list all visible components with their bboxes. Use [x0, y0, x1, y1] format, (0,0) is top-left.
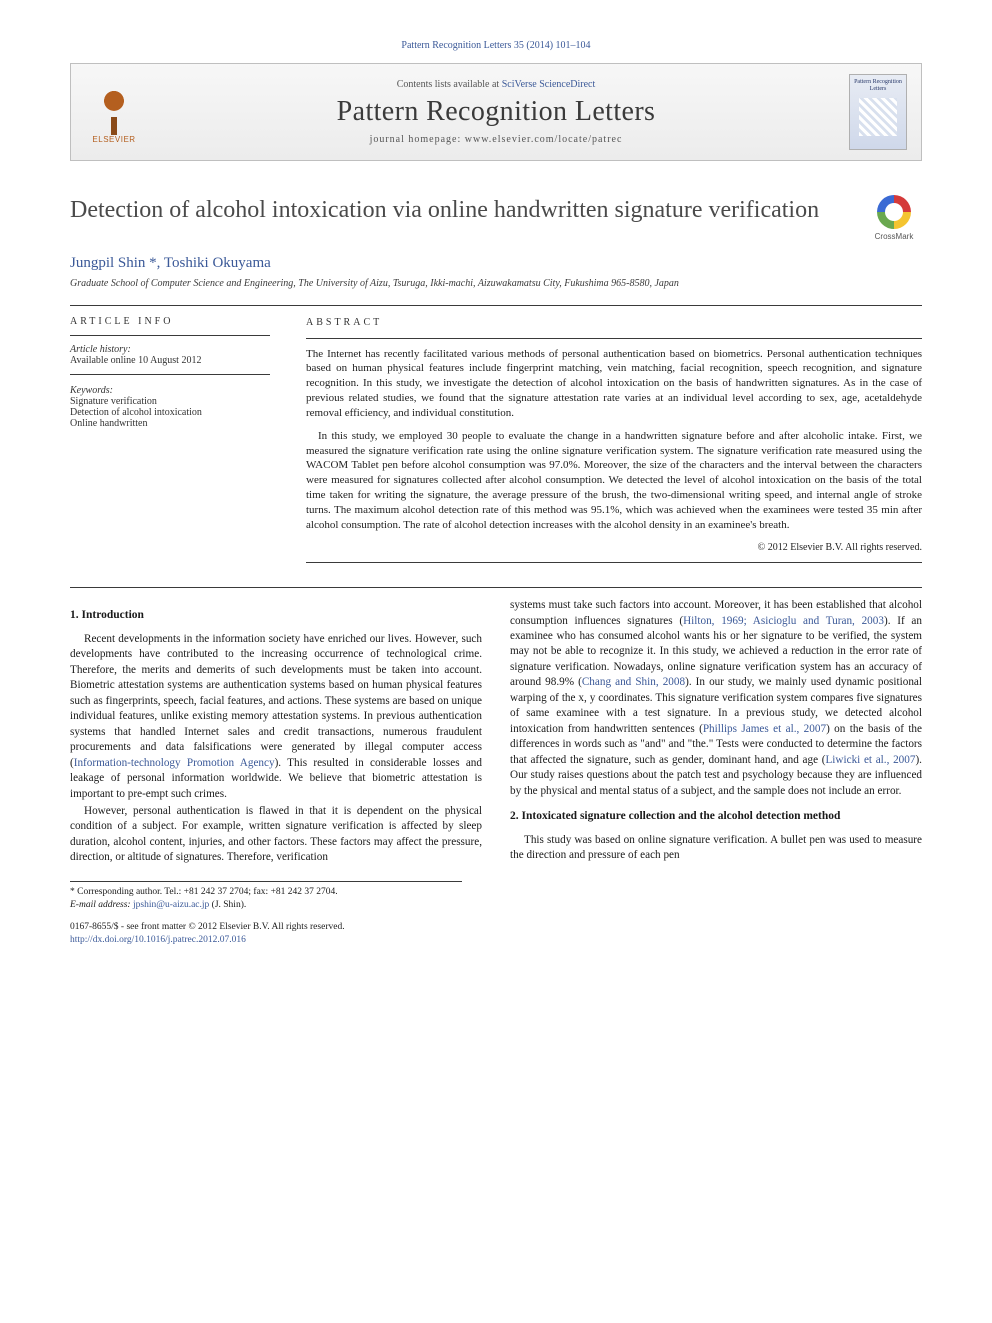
- article-title: Detection of alcohol intoxication via on…: [70, 195, 848, 225]
- keyword-item: Online handwritten: [70, 418, 270, 429]
- body-para: However, personal authentication is flaw…: [70, 804, 482, 866]
- body-columns: 1. Introduction Recent developments in t…: [70, 598, 922, 867]
- crossmark-icon: [877, 195, 911, 229]
- info-abstract-row: ARTICLE INFO Article history: Available …: [70, 316, 922, 563]
- authors: Jungpil Shin *, Toshiki Okuyama: [70, 255, 922, 272]
- masthead-center: Contents lists available at SciVerse Sci…: [157, 79, 835, 145]
- citation-link[interactable]: Pattern Recognition Letters 35 (2014) 10…: [401, 40, 590, 51]
- rule-mid: [70, 587, 922, 588]
- abstract-p1: The Internet has recently facilitated va…: [306, 347, 922, 421]
- abstract-copyright: © 2012 Elsevier B.V. All rights reserved…: [306, 541, 922, 555]
- keywords-label: Keywords:: [70, 385, 270, 396]
- citation-link[interactable]: Liwicki et al., 2007: [825, 754, 915, 766]
- masthead: ELSEVIER Contents lists available at Sci…: [70, 63, 922, 161]
- body-para: Recent developments in the information s…: [70, 632, 482, 802]
- abstract-p2: In this study, we employed 30 people to …: [306, 429, 922, 533]
- email-link[interactable]: jpshin@u-aizu.ac.jp: [133, 900, 209, 910]
- journal-cover-thumb[interactable]: Pattern Recognition Letters: [849, 74, 907, 150]
- abstract-rule-bottom: [306, 562, 922, 563]
- section-2-block: 2. Intoxicated signature collection and …: [510, 809, 922, 864]
- elsevier-text: ELSEVIER: [92, 135, 135, 144]
- corresponding-author: * Corresponding author. Tel.: +81 242 37…: [70, 886, 462, 899]
- front-matter: 0167-8655/$ - see front matter © 2012 El…: [70, 921, 922, 934]
- article-info: ARTICLE INFO Article history: Available …: [70, 316, 270, 563]
- footnote: * Corresponding author. Tel.: +81 242 37…: [70, 881, 462, 912]
- journal-homepage: journal homepage: www.elsevier.com/locat…: [157, 134, 835, 145]
- keyword-item: Signature verification: [70, 396, 270, 407]
- crossmark-badge[interactable]: CrossMark: [866, 195, 922, 241]
- history-value: Available online 10 August 2012: [70, 355, 270, 366]
- email-label: E-mail address:: [70, 900, 133, 910]
- crossmark-label: CrossMark: [875, 232, 914, 241]
- title-block: Detection of alcohol intoxication via on…: [70, 195, 922, 241]
- body-para: systems must take such factors into acco…: [510, 598, 922, 799]
- citation-link[interactable]: Phillips James et al., 2007: [703, 723, 826, 735]
- text-span: Recent developments in the information s…: [70, 633, 482, 769]
- abstract-rule: [306, 338, 922, 339]
- email-line: E-mail address: jpshin@u-aizu.ac.jp (J. …: [70, 899, 462, 912]
- citation-link[interactable]: Chang and Shin, 2008: [582, 676, 685, 688]
- history-label: Article history:: [70, 344, 270, 355]
- doi-link[interactable]: http://dx.doi.org/10.1016/j.patrec.2012.…: [70, 935, 246, 945]
- body-para: This study was based on online signature…: [510, 833, 922, 864]
- citation-link[interactable]: Hilton, 1969; Asicioglu and Turan, 2003: [683, 615, 884, 627]
- citation-link[interactable]: Information-technology Promotion Agency: [74, 757, 275, 769]
- section-2-heading: 2. Intoxicated signature collection and …: [510, 809, 922, 825]
- abstract-heading: ABSTRACT: [306, 316, 922, 330]
- info-rule-2: [70, 374, 270, 375]
- author-link[interactable]: Jungpil Shin *, Toshiki Okuyama: [70, 255, 271, 271]
- contents-pre: Contents lists available at: [397, 79, 502, 90]
- elsevier-tree-icon: [90, 89, 138, 135]
- cover-art-icon: [859, 98, 897, 136]
- section-1-heading: 1. Introduction: [70, 608, 482, 624]
- rule-top: [70, 305, 922, 306]
- contents-line: Contents lists available at SciVerse Sci…: [157, 79, 835, 90]
- journal-name: Pattern Recognition Letters: [157, 96, 835, 128]
- cover-title: Pattern Recognition Letters: [850, 79, 906, 92]
- affiliation: Graduate School of Computer Science and …: [70, 278, 922, 289]
- sciencedirect-link[interactable]: SciVerse ScienceDirect: [502, 79, 596, 90]
- abstract: ABSTRACT The Internet has recently facil…: [306, 316, 922, 563]
- header-citation: Pattern Recognition Letters 35 (2014) 10…: [70, 40, 922, 51]
- email-tail: (J. Shin).: [209, 900, 246, 910]
- footer: 0167-8655/$ - see front matter © 2012 El…: [70, 921, 922, 947]
- keyword-item: Detection of alcohol intoxication: [70, 407, 270, 418]
- article-info-heading: ARTICLE INFO: [70, 316, 270, 327]
- elsevier-logo[interactable]: ELSEVIER: [85, 80, 143, 144]
- page: Pattern Recognition Letters 35 (2014) 10…: [0, 0, 992, 987]
- info-rule-1: [70, 335, 270, 336]
